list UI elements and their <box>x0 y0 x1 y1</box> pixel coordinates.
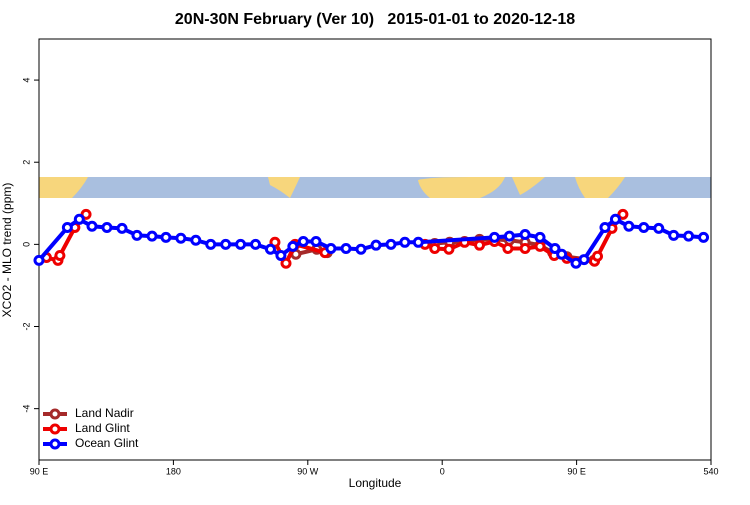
data-point <box>698 231 710 243</box>
x-axis-label: Longitude <box>349 476 402 490</box>
data-point <box>534 231 546 243</box>
y-tick-label: 0 <box>21 242 31 247</box>
data-point <box>287 240 299 252</box>
x-tick-label: 90 W <box>297 466 319 476</box>
data-point <box>86 220 98 232</box>
data-point <box>556 248 568 260</box>
data-point <box>519 229 531 241</box>
data-point <box>474 239 486 251</box>
data-point <box>683 230 695 242</box>
data-point <box>160 231 172 243</box>
data-point <box>503 230 515 242</box>
chart-title: 20N-30N February (Ver 10) 2015-01-01 to … <box>175 11 575 28</box>
x-tick-label: 90 E <box>567 466 586 476</box>
data-point <box>638 222 650 234</box>
data-point <box>80 208 92 220</box>
legend-label: Ocean Glint <box>75 436 139 450</box>
data-point <box>54 249 66 261</box>
data-point <box>280 257 292 269</box>
data-point <box>175 232 187 244</box>
data-point <box>205 238 217 250</box>
data-point <box>73 213 85 225</box>
data-point <box>429 242 441 254</box>
data-point <box>399 236 411 248</box>
data-point <box>264 243 276 255</box>
data-point <box>220 238 232 250</box>
data-point <box>519 242 531 254</box>
data-point <box>101 222 113 234</box>
data-point <box>623 220 635 232</box>
data-point <box>310 235 322 247</box>
data-point <box>33 254 45 266</box>
x-tick-label: 180 <box>166 466 181 476</box>
y-tick-label: 2 <box>21 160 31 165</box>
data-point <box>325 242 337 254</box>
data-point <box>578 254 590 266</box>
data-point <box>488 231 500 243</box>
data-point <box>443 243 455 255</box>
data-point <box>502 242 514 254</box>
data-point <box>534 240 546 252</box>
data-point <box>340 242 352 254</box>
data-point <box>146 230 158 242</box>
data-point <box>668 229 680 241</box>
legend-marker <box>49 438 61 450</box>
data-point <box>617 208 629 220</box>
y-tick-label: -2 <box>21 323 31 331</box>
data-point <box>190 234 202 246</box>
legend-marker <box>49 408 61 420</box>
data-point <box>370 239 382 251</box>
data-point <box>131 229 143 241</box>
x-tick-label: 540 <box>703 466 718 476</box>
y-tick-label: -4 <box>21 405 31 413</box>
data-point <box>592 250 604 262</box>
legend-marker <box>49 423 61 435</box>
y-axis-label: XCO2 - MLO trend (ppm) <box>0 183 14 318</box>
data-point <box>599 222 611 234</box>
data-point <box>235 238 247 250</box>
data-point <box>549 242 561 254</box>
data-point <box>385 238 397 250</box>
data-point <box>297 235 309 247</box>
data-point <box>412 236 424 248</box>
x-tick-label: 0 <box>440 466 445 476</box>
data-point <box>61 222 73 234</box>
data-point <box>609 213 621 225</box>
data-point <box>275 249 287 261</box>
data-point <box>653 222 665 234</box>
map-strip <box>39 177 711 198</box>
plot-frame <box>38 38 712 461</box>
legend-label: Land Nadir <box>75 406 134 420</box>
legend-label: Land Glint <box>75 421 130 435</box>
data-point <box>355 243 367 255</box>
data-point <box>250 238 262 250</box>
data-point <box>116 222 128 234</box>
x-tick-label: 90 E <box>30 466 49 476</box>
y-tick-label: 4 <box>21 78 31 83</box>
